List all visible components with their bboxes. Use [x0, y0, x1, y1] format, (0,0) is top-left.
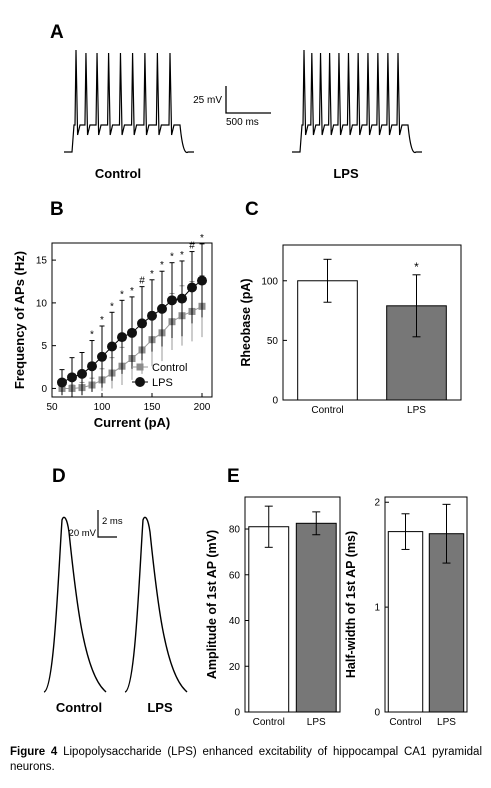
panel-letter-e: E	[227, 466, 240, 487]
significance-mark-b: *	[120, 289, 124, 300]
significance-mark-b: *	[180, 250, 184, 261]
y-tick-label-b: 10	[36, 298, 48, 309]
data-point-lps	[197, 275, 207, 286]
caption-label: Figure 4	[10, 746, 58, 758]
data-point-lps	[77, 368, 87, 379]
data-point-lps	[147, 310, 157, 321]
data-point-lps	[127, 327, 137, 338]
y-tick-label-c: 100	[261, 276, 278, 287]
waveform-label-lps: LPS	[147, 700, 173, 715]
trace-label-control: Control	[95, 166, 141, 181]
scale-bar-d	[97, 510, 117, 538]
significance-mark-b: *	[90, 330, 94, 341]
plot-frame-e-halfwidth	[384, 496, 468, 713]
spike-trace-lps	[292, 49, 422, 154]
trace-label-lps: LPS	[333, 166, 359, 181]
significance-mark-b: *	[200, 233, 204, 244]
y-tick-label-e-amplitude: 0	[234, 708, 240, 719]
waveform-label-control: Control	[56, 700, 102, 715]
significance-mark-b: #	[139, 276, 145, 287]
x-tick-label-b: 50	[46, 402, 58, 413]
panel-letter-d: D	[52, 466, 66, 487]
bar-control	[387, 531, 424, 713]
significance-mark-b: *	[150, 269, 154, 280]
y-tick-label-c: 0	[272, 396, 278, 407]
data-point-lps	[87, 361, 97, 372]
panel-letter-a: A	[50, 22, 64, 43]
significance-mark-b: *	[130, 286, 134, 297]
plot-frame-e-amplitude	[244, 496, 341, 713]
y-axis-label-e-amplitude: Amplitude of 1st AP (mV)	[205, 530, 219, 679]
x-tick-label-b: 200	[194, 402, 211, 413]
data-point-lps	[157, 303, 167, 314]
data-point-lps	[107, 341, 117, 352]
significance-mark-b: *	[100, 315, 104, 326]
scale-bar-a	[225, 86, 271, 114]
scale-bar-time: 500 ms	[226, 117, 259, 128]
plot-frame-b	[51, 242, 213, 398]
x-tick-label-c: LPS	[407, 405, 426, 416]
legend-marker-lps	[135, 377, 145, 387]
y-axis-label-b: Frequency of APs (Hz)	[12, 251, 27, 389]
bar-control	[248, 526, 290, 713]
significance-mark-b: *	[110, 301, 114, 312]
panel-a: A Control LPS 25 mV 500 ms	[50, 22, 422, 181]
ap-waveform-lps	[124, 516, 188, 693]
caption-text: Lipopolysaccharide (LPS) enhanced excita…	[10, 746, 482, 773]
scale-bar-time-d: 2 ms	[102, 516, 123, 527]
y-tick-label-e-halfwidth: 1	[374, 603, 380, 614]
panel-d: D Control LPS 20 mV 2 ms	[43, 466, 188, 715]
panel-c: C 0 50 100 Control LPS * Rheobase (pA)	[239, 199, 462, 416]
panel-b: B 50 100 150 200 0 5 10 15 Current (pA) Frequency …	[12, 199, 213, 430]
x-tick-label-e-halfwidth: Control	[389, 717, 421, 728]
significance-mark-b: *	[160, 260, 164, 271]
significance-mark-b: *	[170, 252, 174, 263]
plot-frame-c	[282, 244, 462, 401]
x-tick-label-e-amplitude: LPS	[307, 717, 326, 728]
data-point-lps	[177, 293, 187, 304]
panel-letter-b: B	[50, 199, 64, 220]
y-axis-label-c: Rheobase (pA)	[239, 278, 253, 366]
data-point-lps	[167, 295, 177, 306]
y-tick-label-e-amplitude: 60	[229, 570, 241, 581]
x-axis-label-b: Current (pA)	[94, 415, 171, 430]
panel-letter-c: C	[245, 199, 259, 220]
x-tick-label-b: 150	[144, 402, 161, 413]
bar-lps	[295, 522, 337, 713]
data-point-lps	[117, 332, 127, 343]
data-point-lps	[67, 372, 77, 383]
legend-label-lps: LPS	[152, 377, 173, 389]
y-tick-label-c: 50	[267, 336, 279, 347]
y-tick-label-b: 15	[36, 256, 48, 267]
y-tick-label-b: 0	[41, 384, 47, 395]
x-tick-label-e-halfwidth: LPS	[437, 717, 456, 728]
data-point-lps	[57, 377, 67, 388]
significance-mark-c: *	[414, 260, 419, 274]
x-tick-label-b: 100	[94, 402, 111, 413]
y-tick-label-e-halfwidth: 2	[374, 498, 380, 509]
y-axis-label-e-halfwidth: Half-width of 1st AP (ms)	[344, 531, 358, 678]
y-tick-label-b: 5	[41, 341, 47, 352]
y-tick-label-e-amplitude: 20	[229, 662, 241, 673]
y-tick-label-e-amplitude: 80	[229, 525, 241, 536]
legend-marker-control	[136, 363, 144, 371]
y-tick-label-e-halfwidth: 0	[374, 708, 380, 719]
x-tick-label-e-amplitude: Control	[253, 717, 285, 728]
data-point-lps	[187, 282, 197, 293]
legend-label-control: Control	[152, 362, 187, 374]
figure-caption: Figure 4 Lipopolysaccharide (LPS) enhanc…	[10, 745, 482, 775]
data-point-lps	[97, 351, 107, 362]
data-point-lps	[137, 318, 147, 329]
x-tick-label-c: Control	[311, 405, 343, 416]
y-tick-label-e-amplitude: 40	[229, 616, 241, 627]
ap-waveform-control	[43, 516, 107, 693]
significance-mark-b: #	[189, 241, 195, 252]
scale-bar-voltage: 25 mV	[193, 95, 222, 106]
scale-bar-voltage-d: 20 mV	[69, 528, 97, 539]
spike-trace-control	[64, 49, 194, 154]
